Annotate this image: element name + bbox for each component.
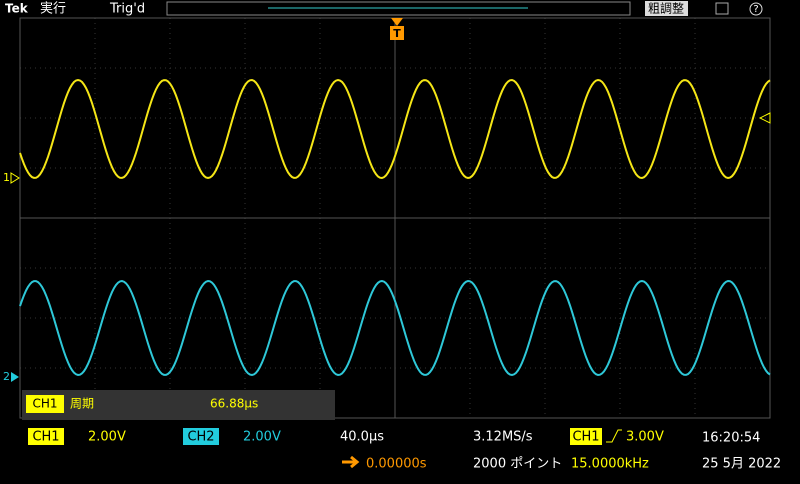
clock-time: 16:20:54 bbox=[702, 431, 760, 446]
trigger-pos-arrow bbox=[391, 18, 403, 26]
trigger-source-badge[interactable] bbox=[570, 428, 602, 445]
trigger-level: 3.00V bbox=[626, 430, 664, 445]
timebase[interactable]: 40.0µs bbox=[340, 430, 384, 445]
ch2-label[interactable]: CH2 bbox=[187, 430, 214, 445]
trigger-marker: T bbox=[393, 27, 401, 40]
measurement-source-bg bbox=[26, 395, 64, 413]
trigger-frequency: 15.0000kHz bbox=[571, 457, 649, 472]
ch2-marker: 2 bbox=[3, 370, 10, 383]
fine-button-bg[interactable] bbox=[645, 1, 688, 16]
measurement-name: 周期 bbox=[70, 397, 94, 411]
brand: Tek bbox=[5, 2, 29, 16]
graticule bbox=[20, 18, 770, 418]
record-view bbox=[166, 1, 631, 16]
run-state[interactable]: 実行 bbox=[40, 1, 66, 17]
ch1-badge[interactable] bbox=[28, 428, 64, 445]
ch1-marker-arrow bbox=[10, 172, 20, 184]
trigger-source[interactable]: CH1 bbox=[572, 430, 599, 445]
help-icon[interactable] bbox=[749, 2, 763, 16]
ch1-scale: 2.00V bbox=[88, 430, 126, 445]
trigger-state: Trig'd bbox=[109, 2, 145, 17]
ch1-marker: 1 bbox=[3, 171, 10, 184]
position[interactable]: 0.00000s bbox=[366, 457, 427, 472]
help-mark: ? bbox=[753, 4, 758, 15]
date: 25 5月 2022 bbox=[702, 457, 781, 472]
measurement-panel[interactable] bbox=[22, 390, 335, 420]
measurement-value: 66.88µs bbox=[210, 397, 258, 411]
ch2-badge[interactable] bbox=[183, 428, 219, 445]
position-arrow bbox=[342, 455, 360, 469]
trigger-pos-box bbox=[390, 26, 404, 40]
trigger-level-marker bbox=[758, 112, 771, 124]
sample-rate: 3.12MS/s bbox=[473, 430, 533, 445]
ch1-waveform bbox=[19, 78, 771, 180]
save-icon[interactable] bbox=[715, 2, 729, 15]
ch2-marker-arrow bbox=[11, 372, 19, 382]
measurement-source: CH1 bbox=[32, 397, 57, 411]
ch1-label[interactable]: CH1 bbox=[32, 430, 59, 445]
record-length: 2000 ポイント bbox=[473, 457, 562, 472]
fine-button[interactable]: 粗調整 bbox=[648, 1, 684, 16]
trigger-slope-icon bbox=[606, 429, 622, 443]
ch2-waveform bbox=[19, 279, 771, 377]
ch2-scale: 2.00V bbox=[243, 430, 281, 445]
